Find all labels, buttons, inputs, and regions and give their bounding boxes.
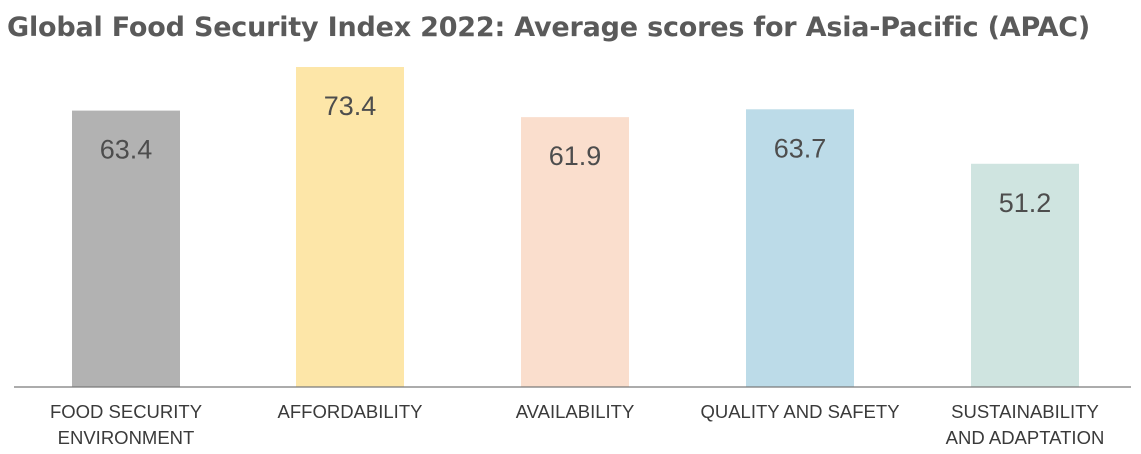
bars-group	[72, 67, 1079, 388]
category-label-4-line-1: AND ADAPTATION	[946, 427, 1105, 448]
category-label-2-line-0: AVAILABILITY	[516, 401, 635, 422]
category-labels-group: FOOD SECURITY ENVIRONMENT AFFORDABILITY AVA…	[50, 401, 1104, 448]
bar-2	[521, 117, 629, 388]
category-label-1-line-0: AFFORDABILITY	[278, 401, 423, 422]
category-label-3-line-0: QUALITY AND SAFETY	[700, 401, 899, 422]
category-label-4-line-0: SUSTAINABILITY	[951, 401, 1099, 422]
category-label-0-line-0: FOOD SECURITY	[50, 401, 202, 422]
bar-value-label-0: 63.4	[100, 135, 153, 165]
bar-0	[72, 110, 180, 387]
bar-4	[971, 163, 1079, 387]
bar-value-label-1: 73.4	[324, 91, 377, 121]
category-label-0-line-1: ENVIRONMENT	[58, 427, 195, 448]
value-labels-group: 63.4 73.4 61.9 63.7 51.2	[100, 91, 1052, 218]
bar-3	[746, 109, 854, 388]
bar-value-label-4: 51.2	[999, 188, 1052, 218]
chart-title: Global Food Security Index 2022: Average…	[7, 12, 1091, 43]
bar-value-label-3: 63.7	[774, 133, 827, 163]
bar-value-label-2: 61.9	[549, 141, 602, 171]
bar-1	[296, 67, 404, 387]
